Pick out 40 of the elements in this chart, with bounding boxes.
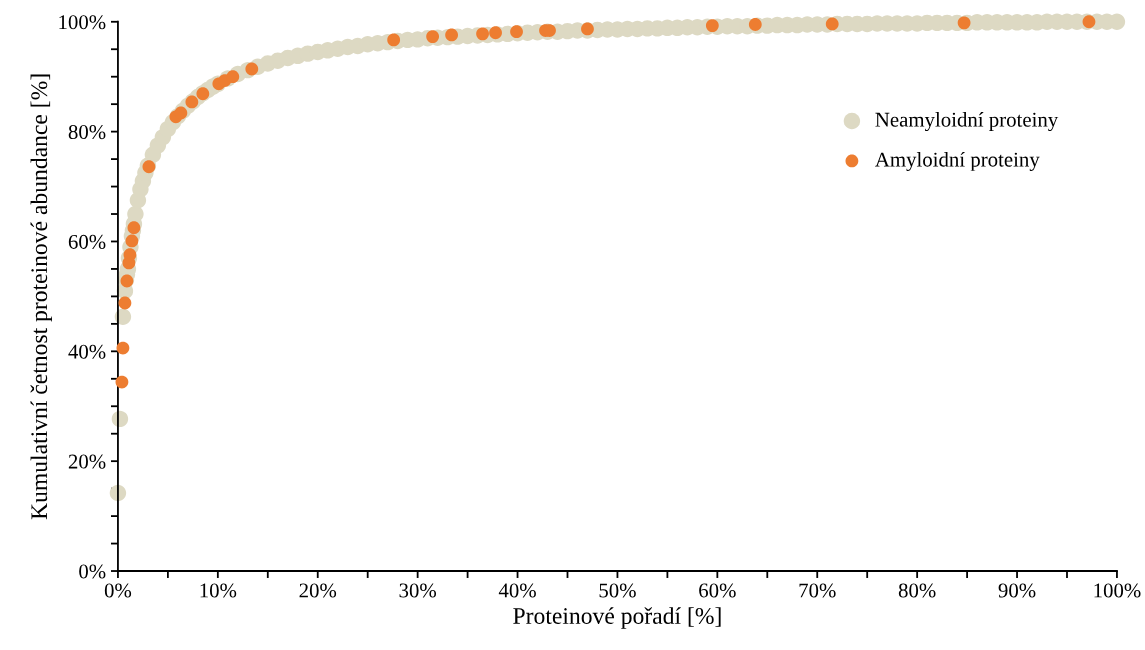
point xyxy=(705,19,719,33)
point xyxy=(1082,15,1096,29)
x-axis-title: Proteinové pořadí [%] xyxy=(513,607,721,629)
point xyxy=(245,62,259,76)
point xyxy=(174,106,188,120)
point xyxy=(489,26,502,40)
point xyxy=(127,221,141,235)
y-tick-label: 20% xyxy=(68,454,106,469)
point xyxy=(387,33,401,47)
point xyxy=(825,17,839,31)
x-tick-label: 20% xyxy=(299,583,337,598)
point xyxy=(476,27,489,41)
point xyxy=(748,18,762,31)
y-tick-label: 60% xyxy=(68,234,106,249)
point xyxy=(226,70,240,84)
point xyxy=(115,375,129,389)
y-tick-label: 0% xyxy=(79,564,106,579)
x-tick-label: 100% xyxy=(1094,583,1141,598)
x-tick-label: 10% xyxy=(200,583,237,598)
point xyxy=(116,341,130,355)
y-tick-label: 40% xyxy=(68,344,106,359)
point xyxy=(445,28,459,42)
x-tick-label: 90% xyxy=(998,583,1036,598)
point xyxy=(426,30,440,44)
x-tick-label: 50% xyxy=(599,583,636,598)
x-tick-label: 40% xyxy=(498,583,536,598)
legend-label: Amyloidní proteiny xyxy=(875,151,1040,171)
point xyxy=(118,296,132,310)
point xyxy=(125,234,139,248)
y-tick-label: 100% xyxy=(59,15,106,30)
y-tick-label: 80% xyxy=(68,125,106,140)
x-tick-label: 60% xyxy=(699,583,736,598)
legend-label: Neamyloidní proteiny xyxy=(875,112,1059,132)
x-tick-label: 70% xyxy=(799,583,836,598)
x-tick-label: 80% xyxy=(898,583,936,598)
x-tick-label: 0% xyxy=(104,583,132,598)
point xyxy=(123,248,137,262)
point xyxy=(957,16,971,30)
y-axis-title: Kumulativní četnost proteinové abundance [%] xyxy=(30,74,52,520)
x-tick-label: 30% xyxy=(399,583,437,598)
